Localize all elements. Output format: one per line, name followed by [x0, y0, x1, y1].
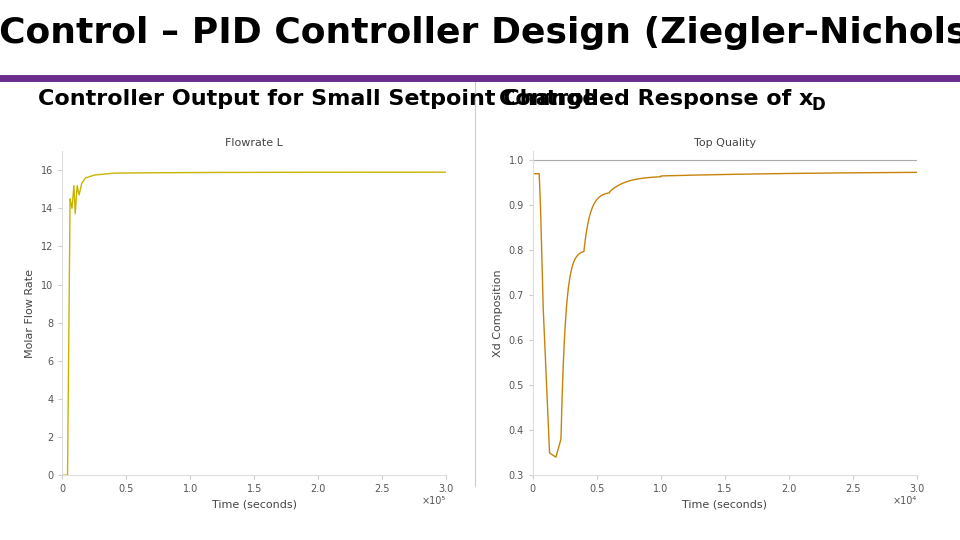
X-axis label: Time (seconds): Time (seconds) [212, 500, 297, 510]
Text: ×10⁵: ×10⁵ [422, 496, 446, 507]
Text: ×10⁴: ×10⁴ [893, 496, 917, 507]
X-axis label: Time (seconds): Time (seconds) [683, 500, 767, 510]
Text: D: D [811, 96, 825, 113]
Title: Top Quality: Top Quality [694, 138, 756, 147]
Title: Flowrate L: Flowrate L [226, 138, 283, 147]
Y-axis label: Molar Flow Rate: Molar Flow Rate [26, 269, 36, 357]
Y-axis label: Xd Composition: Xd Composition [492, 269, 503, 357]
Text: Quality Control – PID Controller Design (Ziegler-Nichols Tuned): Quality Control – PID Controller Design … [0, 16, 960, 50]
Text: Controller Output for Small Setpoint Change: Controller Output for Small Setpoint Cha… [38, 89, 598, 109]
Text: Controlled Response of x: Controlled Response of x [499, 89, 813, 109]
